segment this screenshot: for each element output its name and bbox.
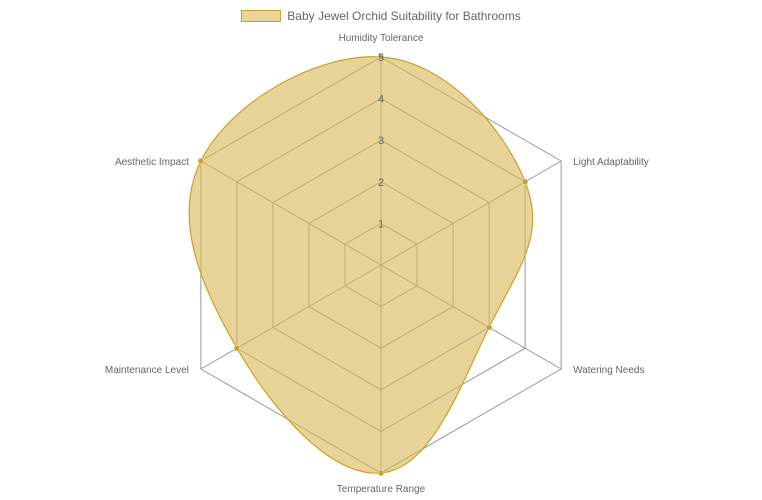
legend[interactable]: Baby Jewel Orchid Suitability for Bathro… bbox=[0, 7, 762, 25]
category-label-5: Maintenance Level bbox=[105, 365, 189, 376]
tick-label-2: 2 bbox=[378, 177, 384, 189]
data-point-1[interactable] bbox=[377, 53, 385, 61]
data-point-5[interactable] bbox=[233, 344, 241, 352]
category-label-1: Humidity Tolerance bbox=[339, 33, 424, 44]
series-area bbox=[188, 56, 534, 474]
category-label-3: Watering Needs bbox=[573, 365, 644, 376]
category-label-4: Temperature Range bbox=[337, 484, 426, 495]
data-point-3[interactable] bbox=[485, 324, 493, 331]
data-point-6[interactable] bbox=[197, 157, 205, 165]
tick-label-5: 5 bbox=[378, 52, 384, 64]
data-point-2[interactable] bbox=[521, 178, 529, 186]
tick-label-1: 1 bbox=[378, 218, 384, 230]
data-point-4[interactable] bbox=[377, 469, 385, 477]
tick-label-3: 3 bbox=[378, 135, 384, 147]
category-label-2: Light Adaptability bbox=[573, 157, 649, 168]
legend-label: Baby Jewel Orchid Suitability for Bathro… bbox=[287, 9, 521, 23]
legend-swatch bbox=[241, 10, 282, 22]
category-label-6: Aesthetic Impact bbox=[115, 157, 189, 168]
tick-label-4: 4 bbox=[378, 94, 384, 106]
